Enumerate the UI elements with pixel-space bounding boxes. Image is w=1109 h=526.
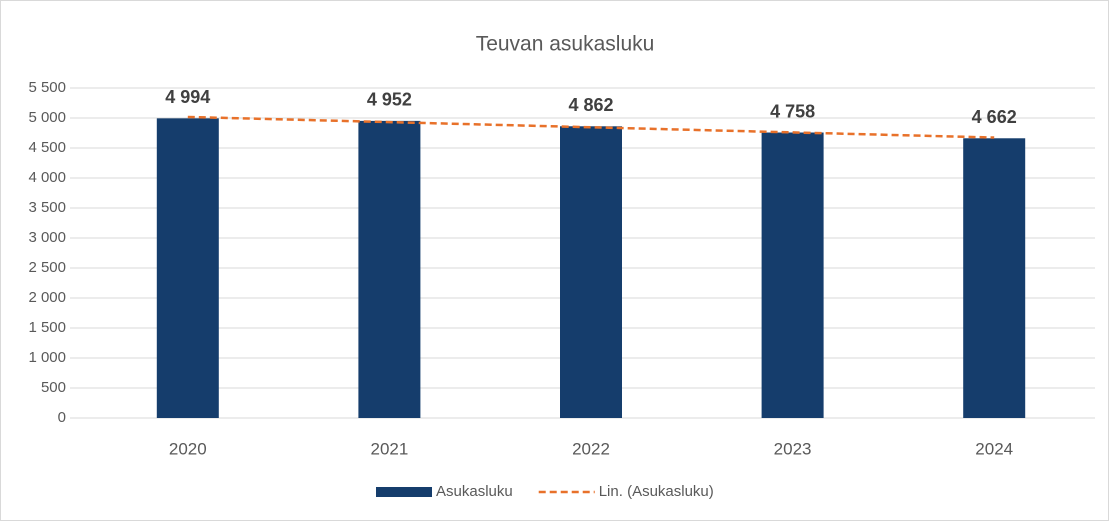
legend-swatch	[376, 487, 432, 497]
data-label: 4 758	[770, 101, 815, 121]
bar	[560, 126, 622, 418]
y-tick-label: 1 500	[28, 319, 66, 336]
bar	[156, 118, 219, 419]
y-tick-label: 3 500	[28, 199, 66, 216]
y-tick-label: 0	[58, 409, 66, 426]
y-tick-label: 5 500	[28, 79, 66, 96]
y-tick-label: 1 000	[28, 349, 66, 366]
chart-title: Teuvan asukasluku	[476, 33, 655, 56]
x-tick-label: 2020	[169, 439, 207, 458]
y-tick-label: 2 500	[28, 259, 66, 276]
x-tick-label: 2021	[370, 439, 408, 458]
data-label: 4 862	[568, 95, 613, 115]
bar	[963, 138, 1026, 418]
y-tick-label: 4 500	[28, 139, 66, 156]
data-label: 4 952	[367, 90, 412, 110]
bar	[358, 120, 421, 418]
y-tick-label: 2 000	[28, 289, 66, 306]
data-label: 4 994	[165, 87, 210, 107]
x-tick-label: 2022	[572, 439, 610, 458]
y-tick-label: 500	[41, 379, 66, 396]
bar	[761, 132, 824, 418]
trend-line	[187, 115, 995, 139]
y-tick-label: 5 000	[28, 109, 66, 126]
x-tick-label: 2023	[774, 439, 812, 458]
y-tick-label: 4 000	[28, 169, 66, 186]
data-label: 4 662	[972, 107, 1017, 127]
legend-label: Lin. (Asukasluku)	[599, 483, 714, 500]
y-tick-label: 3 000	[28, 229, 66, 246]
legend-label: Asukasluku	[436, 483, 513, 500]
x-tick-label: 2024	[975, 439, 1013, 458]
